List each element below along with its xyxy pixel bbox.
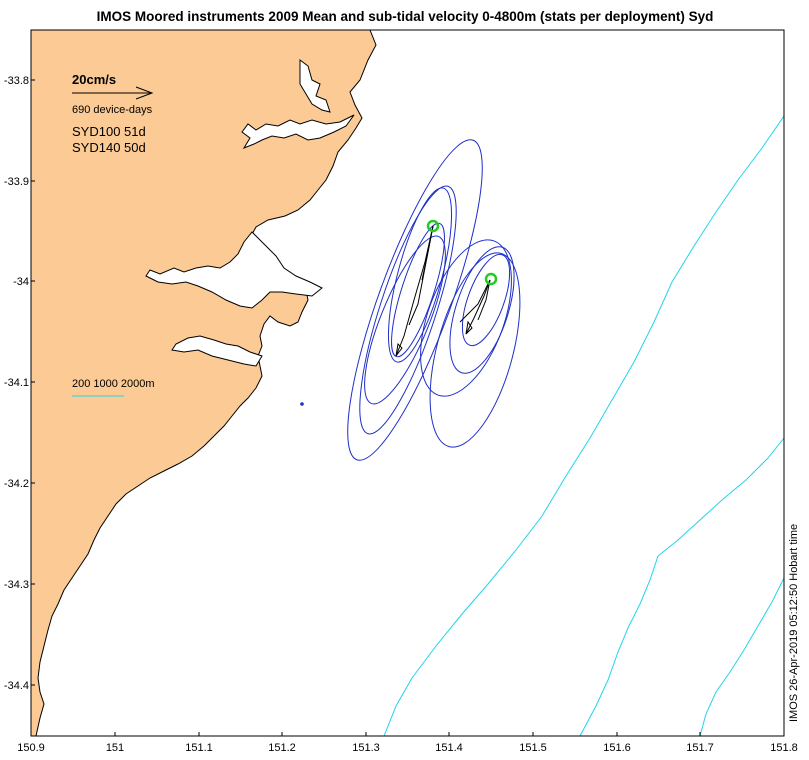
y-axis: -33.8 -33.9 -34 -34.1 -34.2 -34.3 -34.4: [4, 75, 35, 692]
variance-ellipse: [347, 139, 483, 461]
y-tick-label: -34.3: [4, 579, 29, 591]
port-hacking: [171, 335, 263, 367]
isobath-legend-label: 200 1000 2000m: [72, 378, 155, 390]
x-tick-label: 151.2: [268, 742, 296, 754]
variance-ellipse: [364, 235, 446, 405]
velocity-vector: [395, 342, 403, 357]
variance-ellipses: [347, 139, 521, 461]
x-tick-label: 151.1: [185, 742, 213, 754]
velocity-vector: [459, 279, 491, 323]
x-tick-label: 151.3: [352, 742, 380, 754]
deployment-label-syd100: SYD100 51d: [72, 124, 146, 139]
scale-arrow: [72, 86, 154, 100]
land-mass: [31, 30, 377, 736]
port-jackson: [241, 114, 355, 150]
y-tick-label: -34.1: [4, 377, 29, 389]
velocity-vector: [477, 279, 491, 321]
y-tick-label: -33.9: [4, 176, 29, 188]
velocity-vector: [465, 320, 473, 335]
variance-ellipse: [391, 222, 445, 358]
mooring-syd100-marker: [426, 219, 440, 233]
scale-arrow-label: 20cm/s: [72, 72, 116, 87]
isobath-2000m: [699, 577, 784, 736]
y-tick-label: -34.2: [4, 478, 29, 490]
variance-ellipse: [449, 246, 515, 374]
x-tick-label: 151.5: [519, 742, 547, 754]
x-tick-label: 151.4: [435, 742, 463, 754]
y-tick-label: -34.4: [4, 680, 29, 692]
isobath-1000m: [579, 437, 784, 736]
timestamp-stamp: IMOS 26-Apr-2019 05:12:50 Hobart time: [788, 524, 800, 722]
map-area: [31, 30, 784, 736]
isobath-legend: 200 1000 2000m: [72, 378, 155, 397]
device-days-label: 690 device-days: [72, 104, 153, 116]
y-tick-label: -34: [13, 276, 29, 288]
isobaths: [383, 115, 784, 736]
x-tick-label: 150.9: [17, 742, 45, 754]
velocity-vector: [395, 225, 434, 357]
y-tick-label: -33.8: [4, 75, 29, 87]
x-tick-label: 151.6: [603, 742, 631, 754]
x-tick-label: 151: [106, 742, 124, 754]
botany-bay: [145, 231, 323, 309]
x-tick-label: 151.7: [686, 742, 714, 754]
x-tick-label: 151.8: [770, 742, 798, 754]
plot-frame: [30, 29, 785, 737]
variance-ellipse: [359, 185, 457, 435]
variance-ellipse: [461, 253, 511, 347]
mooring-syd140-marker: [484, 272, 498, 286]
variance-ellipse: [387, 187, 453, 363]
scale-legend: 20cm/s 690 device-days SYD100 51d SYD140…: [72, 72, 154, 155]
parramatta-inlet: [299, 59, 331, 113]
velocity-vector: [421, 225, 434, 281]
velocity-vector: [465, 279, 491, 335]
velocity-vectors: [395, 225, 491, 357]
deployment-label-syd140: SYD140 50d: [72, 140, 146, 155]
point-marker: [300, 402, 304, 406]
x-axis: 150.9 151 151.1 151.2 151.3 151.4 151.5 …: [17, 732, 798, 754]
figure-title: IMOS Moored instruments 2009 Mean and su…: [97, 9, 714, 24]
isobath-200m: [383, 115, 784, 736]
variance-ellipse: [429, 252, 521, 448]
